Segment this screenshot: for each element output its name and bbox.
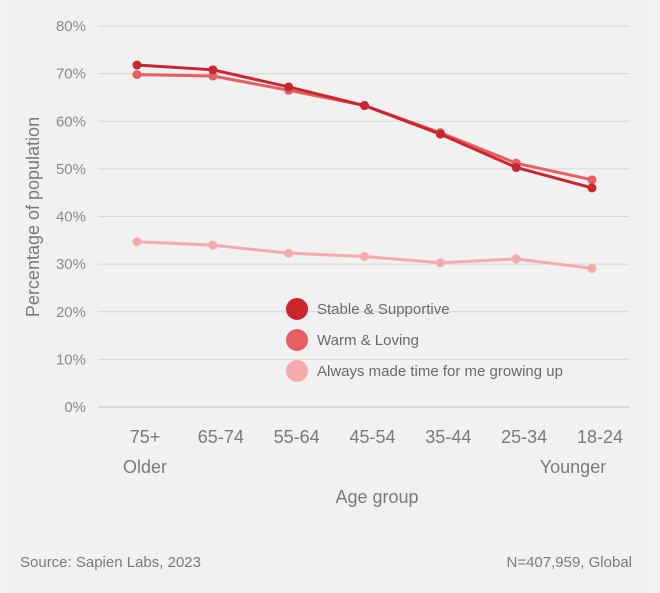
- grid: [98, 25, 629, 408]
- x-tick-label: 75+: [130, 427, 161, 447]
- chart-frame: 0% 10% 20% 30% 40% 50% 60% 70% 80% 75+ 65-74 55-64…: [8, 0, 654, 593]
- legend-marker: [286, 329, 308, 351]
- x-tick-label: 25-34: [501, 427, 547, 447]
- data-point: [208, 65, 218, 75]
- y-tick-label: 70%: [56, 66, 86, 83]
- data-point: [360, 101, 369, 111]
- legend-marker: [286, 298, 308, 320]
- series-line: [136, 73, 593, 182]
- data-point: [435, 258, 445, 268]
- source-note: Source: Sapien Labs, 2023: [20, 554, 201, 571]
- series-line: [136, 63, 593, 190]
- y-axis-ticks: 0% 10% 20% 30% 40% 50% 60% 70% 80%: [56, 18, 86, 416]
- y-tick-label: 10%: [56, 351, 86, 368]
- sample-note: N=407,959, Global: [506, 554, 632, 571]
- line-chart: 0% 10% 20% 30% 40% 50% 60% 70% 80% 75+ 65-74 55-64…: [23, 18, 629, 507]
- y-tick-label: 40%: [56, 209, 86, 226]
- legend-item: Always made time for me growing up: [286, 360, 563, 382]
- x-tick-label: 65-74: [198, 427, 244, 447]
- data-point: [435, 129, 445, 139]
- data-point: [132, 60, 142, 70]
- data-point: [360, 252, 369, 262]
- data-point: [587, 175, 597, 185]
- x-sublabel-older: Older: [123, 457, 167, 477]
- legend-item: Stable & Supportive: [286, 298, 450, 320]
- data-point: [208, 240, 218, 250]
- x-tick-label: 18-24: [577, 427, 623, 447]
- data-point: [284, 248, 294, 258]
- legend-label: Warm & Loving: [317, 332, 419, 349]
- y-tick-label: 30%: [56, 256, 86, 273]
- series-stable-supportive: [132, 60, 597, 193]
- legend: Stable & Supportive Warm & Loving Always m…: [286, 298, 563, 382]
- x-tick-label: 55-64: [274, 427, 320, 447]
- y-tick-label: 0%: [64, 399, 86, 416]
- data-point: [511, 254, 521, 264]
- legend-label: Stable & Supportive: [317, 301, 450, 318]
- series-group: [132, 60, 597, 273]
- series-always-made-time-for-me-growing-up: [132, 237, 597, 273]
- x-sublabel-younger: Younger: [540, 457, 606, 477]
- y-tick-label: 60%: [56, 113, 86, 130]
- y-tick-label: 80%: [56, 18, 86, 35]
- x-tick-label: 35-44: [425, 427, 471, 447]
- x-axis-ticks: 75+ 65-74 55-64 45-54 35-44 25-34 18-24: [130, 427, 623, 447]
- y-tick-label: 20%: [56, 304, 86, 321]
- y-tick-label: 50%: [56, 161, 86, 178]
- x-axis-title: Age group: [335, 487, 418, 507]
- series-warm-loving: [132, 70, 597, 185]
- legend-label: Always made time for me growing up: [317, 363, 563, 380]
- data-point: [132, 70, 142, 80]
- legend-marker: [286, 360, 308, 382]
- data-point: [511, 162, 521, 172]
- legend-item: Warm & Loving: [286, 329, 419, 351]
- x-tick-label: 45-54: [349, 427, 395, 447]
- data-point: [208, 71, 218, 81]
- data-point: [587, 263, 597, 273]
- y-axis-title: Percentage of population: [23, 117, 43, 317]
- data-point: [132, 237, 142, 247]
- data-point: [587, 183, 597, 193]
- data-point: [284, 82, 294, 92]
